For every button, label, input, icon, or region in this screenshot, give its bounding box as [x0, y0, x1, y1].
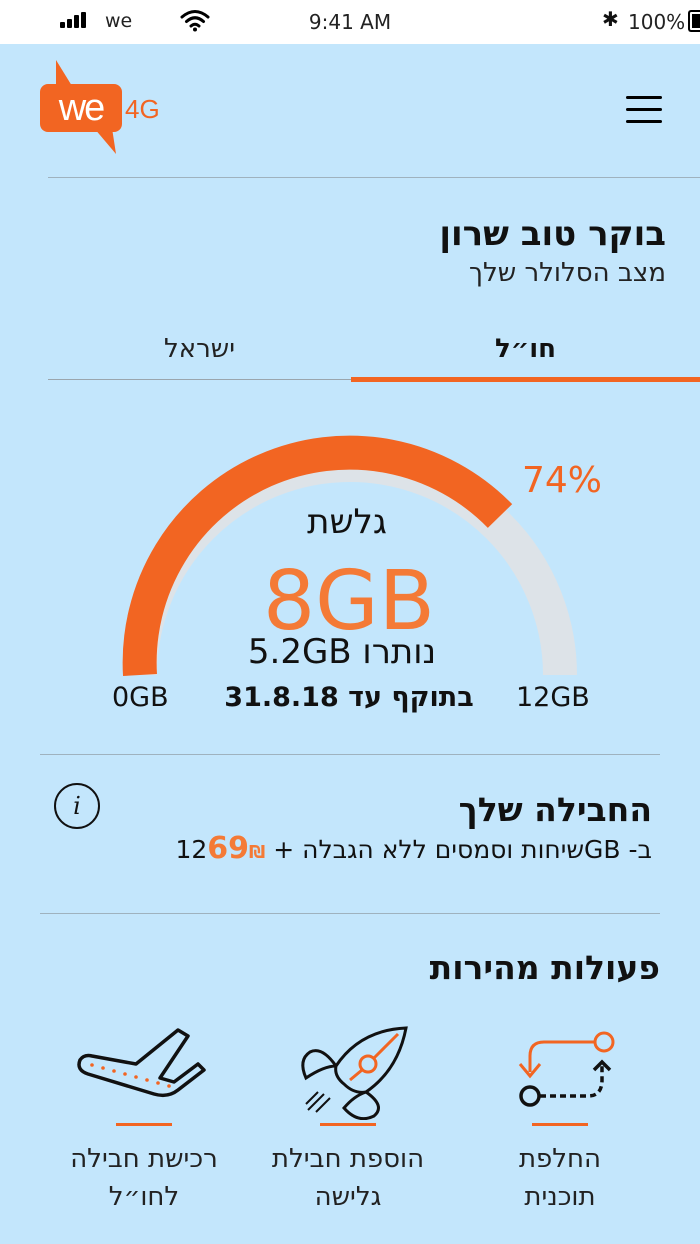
status-bar: we 9:41 AM ✱ 100%	[0, 0, 700, 44]
greeting: בוקר טוב שרון מצב הסלולר שלך	[439, 212, 666, 290]
label-line2: תוכנית	[524, 1182, 596, 1212]
carrier-name: we	[105, 10, 133, 32]
greeting-subtitle: מצב הסלולר שלך	[469, 258, 666, 288]
usage-arc	[122, 435, 577, 676]
quick-action-label: רכישת חבילה לחו״ל	[44, 1140, 244, 1216]
info-icon[interactable]: i	[54, 783, 100, 829]
greeting-title: בוקר טוב שרון	[439, 214, 666, 254]
label-line1: החלפת	[518, 1144, 602, 1174]
package-price: 69	[207, 831, 250, 866]
gauge-min-label: 0GB	[112, 682, 169, 713]
package-desc-main: GBשיחות וסמסים ללא הגבלה + 12	[175, 835, 621, 864]
section-divider	[40, 913, 660, 914]
label-line2: לחו״ל	[108, 1182, 180, 1212]
signal-icon	[60, 12, 86, 28]
airplane-icon	[77, 1028, 206, 1098]
wifi-icon	[180, 10, 210, 32]
tab-active-indicator	[351, 377, 700, 382]
label-line1: הוספת חבילת	[271, 1144, 425, 1174]
remaining-data: נותרו 5.2GB	[247, 632, 437, 672]
svg-text:we: we	[58, 87, 104, 129]
clock: 9:41 AM	[308, 10, 392, 34]
quick-action-underline	[320, 1123, 376, 1126]
tab-israel[interactable]: ישראל	[163, 334, 236, 364]
currency-symbol: ₪	[249, 842, 266, 863]
package-title: החבילה שלך	[458, 790, 652, 829]
valid-until: בתוקף עד 31.8.18	[224, 682, 474, 713]
quick-action-switch-plan[interactable]: החלפת תוכנית	[460, 1020, 660, 1230]
section-divider	[40, 754, 660, 755]
tab-abroad[interactable]: חו״ל	[495, 334, 556, 364]
bluetooth-icon: ✱	[602, 7, 619, 31]
switch-plan-icon	[518, 1031, 615, 1107]
gauge-max-label: 12GB	[516, 682, 590, 713]
usage-gauge: 74% גלשת 8GB נותרו 5.2GB 0GB בתוקף עד 31…	[112, 420, 602, 720]
quick-action-buy-abroad[interactable]: רכישת חבילה לחו״ל	[44, 1020, 244, 1230]
package-description: ב- GBשיחות וסמסים ללא הגבלה + 1269₪	[175, 832, 652, 870]
quick-action-underline	[532, 1123, 588, 1126]
we4g-logo[interactable]: we 4G	[36, 58, 186, 158]
region-tabs: ישראל חו״ל	[48, 318, 700, 382]
battery-icon	[688, 10, 700, 32]
hamburger-menu-button[interactable]	[620, 92, 666, 128]
quick-action-add-data[interactable]: הוספת חבילת גלישה	[248, 1020, 448, 1230]
quick-action-label: החלפת תוכנית	[460, 1140, 660, 1216]
svg-text:4G: 4G	[125, 94, 160, 124]
used-label: גלשת	[307, 502, 387, 542]
header-divider	[48, 177, 700, 178]
battery-percent: 100%	[628, 10, 686, 34]
usage-percent: 74%	[522, 460, 603, 501]
quick-actions-title: פעולות מהירות	[429, 948, 660, 987]
tab-baseline	[48, 379, 351, 380]
rocket-icon	[301, 1026, 408, 1120]
quick-action-label: הוספת חבילת גלישה	[248, 1140, 448, 1216]
quick-action-underline	[116, 1123, 172, 1126]
package-section: החבילה שלך ב- GBשיחות וסמסים ללא הגבלה +…	[175, 788, 652, 870]
package-desc-prefix: ב-	[620, 835, 652, 864]
used-value: 8GB	[263, 554, 435, 649]
label-line1: רכישת חבילה	[70, 1144, 218, 1174]
label-line2: גלישה	[314, 1182, 382, 1212]
